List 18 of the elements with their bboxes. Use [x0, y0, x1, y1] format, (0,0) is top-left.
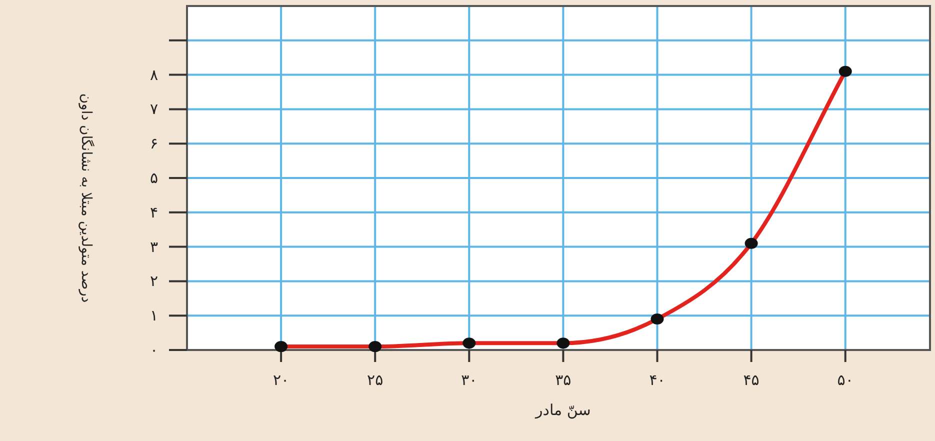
y-tick-label: ۷: [150, 100, 158, 118]
y-tick-label: ۲: [150, 272, 158, 290]
x-tick-label: ۵۰: [837, 371, 854, 389]
y-tick-label: ۵: [150, 169, 158, 187]
x-tick-label: ۴۵: [743, 371, 760, 389]
y-tick-label: ۳: [150, 238, 158, 256]
y-tick-label: ۶: [150, 134, 158, 153]
x-tick-label: ۲۵: [367, 371, 384, 389]
x-tick-label: ۴۰: [649, 371, 666, 389]
x-tick-label: ۳۰: [461, 371, 478, 389]
y-axis-title: درصد متولدین مبتلا به نشانگان داون: [78, 93, 95, 303]
y-tick-label: ۱: [150, 306, 158, 325]
x-tick-label: ۳۵: [555, 371, 572, 389]
y-tick-label: ۸: [150, 66, 158, 84]
y-tick-label: ۰: [150, 341, 158, 359]
y-tick-label: ۴: [150, 203, 158, 222]
x-tick-label: ۲۰: [272, 371, 290, 389]
x-axis-title: سنّ مادر: [534, 401, 591, 419]
